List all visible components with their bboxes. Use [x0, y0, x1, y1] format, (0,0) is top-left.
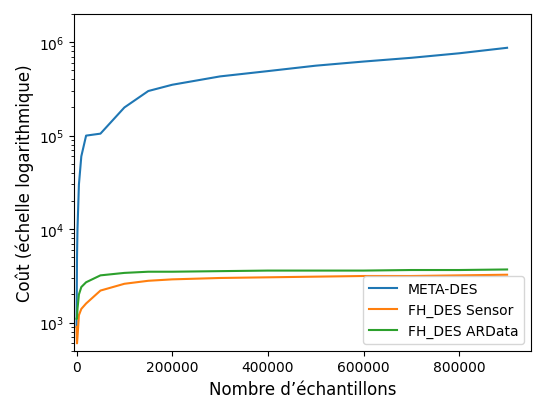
FH_DES Sensor	[312, 275, 319, 280]
META-DES	[121, 106, 128, 111]
FH_DES Sensor	[360, 274, 367, 279]
FH_DES ARData	[121, 271, 128, 276]
META-DES	[360, 60, 367, 65]
FH_DES ARData	[504, 267, 511, 272]
FH_DES Sensor	[456, 273, 462, 278]
FH_DES ARData	[74, 316, 80, 321]
META-DES	[76, 183, 82, 188]
FH_DES Sensor	[74, 335, 81, 340]
FH_DES Sensor	[504, 273, 511, 278]
FH_DES Sensor	[217, 276, 223, 281]
FH_DES ARData	[217, 269, 223, 274]
META-DES	[145, 89, 152, 94]
FH_DES ARData	[456, 268, 462, 273]
FH_DES Sensor	[169, 277, 175, 282]
FH_DES ARData	[76, 292, 82, 297]
META-DES	[312, 64, 319, 69]
FH_DES ARData	[360, 268, 367, 273]
FH_DES Sensor	[73, 325, 80, 330]
FH_DES ARData	[83, 280, 90, 285]
FH_DES ARData	[265, 268, 271, 273]
FH_DES ARData	[408, 268, 414, 273]
FH_DES Sensor	[265, 275, 271, 280]
FH_DES Sensor	[76, 313, 82, 318]
FH_DES ARData	[145, 270, 152, 275]
FH_DES ARData	[73, 316, 80, 321]
META-DES	[83, 134, 90, 139]
Line: META-DES: META-DES	[76, 49, 507, 327]
FH_DES Sensor	[97, 288, 104, 293]
FH_DES Sensor	[121, 282, 128, 287]
X-axis label: Nombre d’échantillons: Nombre d’échantillons	[209, 380, 396, 398]
META-DES	[456, 52, 462, 57]
Line: FH_DES Sensor: FH_DES Sensor	[76, 275, 507, 344]
META-DES	[78, 154, 85, 159]
FH_DES ARData	[312, 268, 319, 273]
META-DES	[74, 227, 81, 232]
FH_DES ARData	[74, 307, 81, 312]
META-DES	[504, 46, 511, 51]
Legend: META-DES, FH_DES Sensor, FH_DES ARData: META-DES, FH_DES Sensor, FH_DES ARData	[364, 277, 524, 344]
META-DES	[74, 292, 80, 297]
FH_DES Sensor	[408, 274, 414, 279]
FH_DES Sensor	[145, 279, 152, 284]
FH_DES ARData	[78, 285, 85, 290]
FH_DES ARData	[169, 270, 175, 275]
META-DES	[97, 132, 104, 137]
META-DES	[217, 75, 223, 80]
Y-axis label: Coût (échelle logarithmique): Coût (échelle logarithmique)	[15, 64, 33, 301]
META-DES	[73, 325, 80, 330]
FH_DES Sensor	[74, 335, 80, 340]
Line: FH_DES ARData: FH_DES ARData	[76, 270, 507, 319]
META-DES	[265, 69, 271, 74]
FH_DES ARData	[74, 316, 80, 321]
FH_DES Sensor	[78, 307, 85, 312]
META-DES	[408, 56, 414, 61]
META-DES	[169, 83, 175, 88]
FH_DES Sensor	[83, 301, 90, 306]
FH_DES Sensor	[74, 341, 80, 346]
META-DES	[74, 255, 80, 260]
FH_DES ARData	[97, 273, 104, 278]
